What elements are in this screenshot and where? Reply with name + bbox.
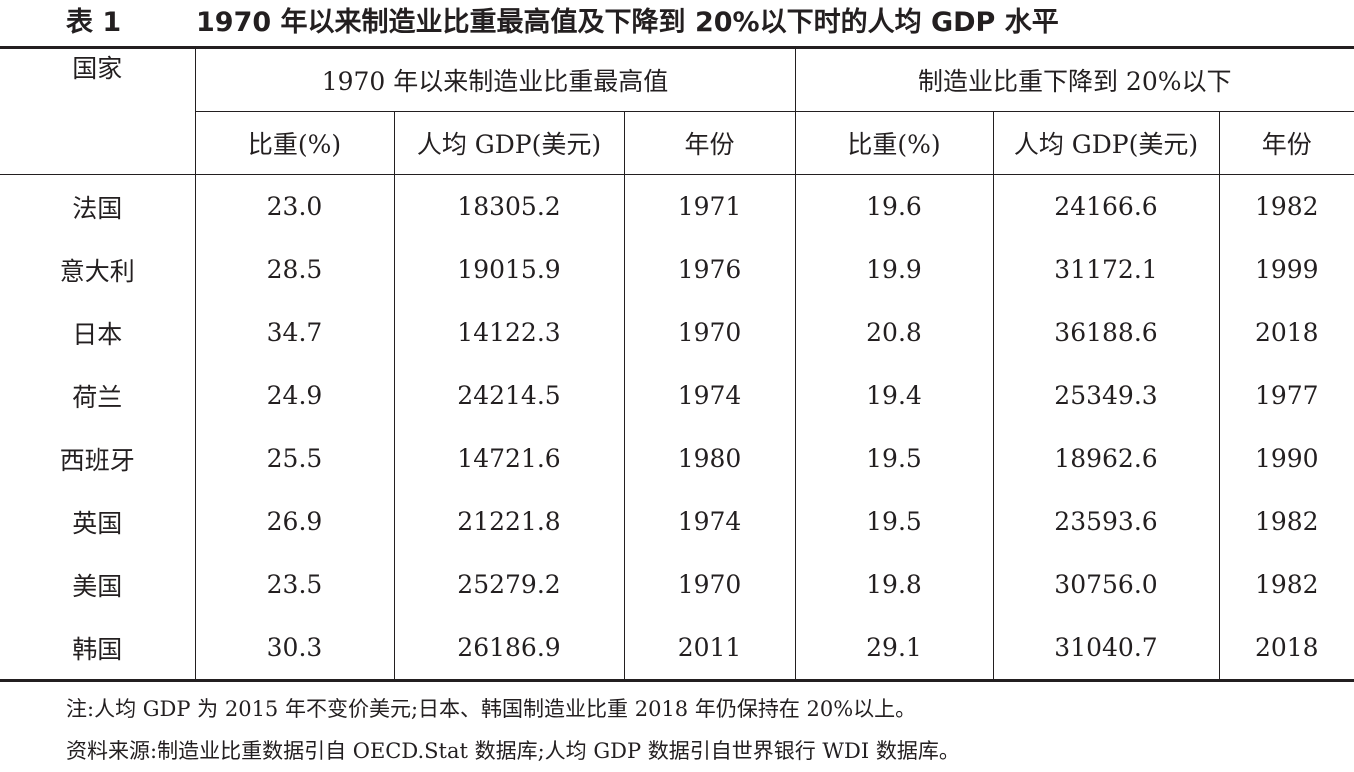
cell-below-share: 19.5 <box>795 427 994 490</box>
cell-peak-gdp: 24214.5 <box>394 364 625 427</box>
header-group-row: 国家 1970 年以来制造业比重最高值 制造业比重下降到 20%以下 <box>0 47 1354 175</box>
cell-below-gdp: 31040.7 <box>993 616 1220 681</box>
country-header: 国家 <box>0 47 196 175</box>
cell-below-year: 1982 <box>1254 507 1319 536</box>
cell-below-share: 19.8 <box>795 553 994 616</box>
cell-peak-share: 24.9 <box>195 364 395 427</box>
cell-below-share: 19.9 <box>795 238 994 301</box>
cell-below-year: 2018 <box>1254 633 1319 662</box>
table-title: 1970 年以来制造业比重最高值及下降到 20%以下时的人均 GDP 水平 <box>196 7 1059 38</box>
cell-peak-year: 1971 <box>624 174 796 238</box>
cell-peak-year: 1976 <box>624 238 796 301</box>
data-table: 国家 1970 年以来制造业比重最高值 制造业比重下降到 20%以下 比重(%)… <box>0 46 1354 682</box>
cell-below-year: 2018 <box>1254 318 1319 347</box>
cell-peak-share: 23.0 <box>195 174 395 238</box>
sub-header-below-year: 年份 <box>1219 111 1354 175</box>
cell-peak-year: 1980 <box>624 427 796 490</box>
cell-peak-share: 30.3 <box>195 616 395 681</box>
cell-peak-year: 2011 <box>624 616 796 681</box>
cell-below-gdp: 30756.0 <box>993 553 1220 616</box>
table-row: 意大利 28.5 19015.9 1976 19.9 31172.1 1999 <box>0 238 1354 301</box>
table-number: 表 1 <box>66 7 122 38</box>
cell-peak-year: 1974 <box>624 490 796 553</box>
cell-below-year: 1982 <box>1254 192 1319 221</box>
cell-below-gdp: 31172.1 <box>993 238 1220 301</box>
cell-country: 日本 <box>0 301 196 364</box>
table-caption: 表 1 1970 年以来制造业比重最高值及下降到 20%以下时的人均 GDP 水… <box>0 0 1354 46</box>
cell-peak-gdp: 18305.2 <box>394 174 625 238</box>
cell-country: 美国 <box>0 553 196 616</box>
cell-country: 韩国 <box>0 616 196 681</box>
cell-below-gdp: 36188.6 <box>993 301 1220 364</box>
cell-peak-gdp: 25279.2 <box>394 553 625 616</box>
cell-peak-share: 26.9 <box>195 490 395 553</box>
cell-peak-gdp: 14721.6 <box>394 427 625 490</box>
table-row: 日本 34.7 14122.3 1970 20.8 36188.6 2018 <box>0 301 1354 364</box>
cell-below-year: 1977 <box>1254 381 1319 410</box>
header-sub-row: 比重(%) 人均 GDP(美元) 年份 比重(%) 人均 GDP(美元) 年份 <box>0 111 1354 175</box>
cell-below-year: 1999 <box>1254 255 1319 284</box>
cell-below-year: 1982 <box>1254 570 1319 599</box>
cell-peak-gdp: 19015.9 <box>394 238 625 301</box>
cell-country: 英国 <box>0 490 196 553</box>
cell-below-gdp: 25349.3 <box>993 364 1220 427</box>
cell-below-share: 19.4 <box>795 364 994 427</box>
cell-peak-year: 1970 <box>624 553 796 616</box>
table-row: 英国 26.9 21221.8 1974 19.5 23593.6 1982 <box>0 490 1354 553</box>
cell-country: 西班牙 <box>0 427 196 490</box>
cell-country: 意大利 <box>0 238 196 301</box>
sub-header-peak-share: 比重(%) <box>195 111 395 175</box>
cell-below-gdp: 24166.6 <box>993 174 1220 238</box>
note-text: 注:人均 GDP 为 2015 年不变价美元;日本、韩国制造业比重 2018 年… <box>66 697 917 721</box>
cell-below-gdp: 18962.6 <box>993 427 1220 490</box>
sub-header-peak-gdp: 人均 GDP(美元) <box>394 111 625 175</box>
sub-header-below-gdp: 人均 GDP(美元) <box>993 111 1220 175</box>
table-row: 美国 23.5 25279.2 1970 19.8 30756.0 1982 <box>0 553 1354 616</box>
group-header-below: 制造业比重下降到 20%以下 <box>795 47 1354 112</box>
group-header-peak: 1970 年以来制造业比重最高值 <box>195 47 796 112</box>
cell-below-gdp: 23593.6 <box>993 490 1220 553</box>
cell-peak-gdp: 21221.8 <box>394 490 625 553</box>
cell-country: 荷兰 <box>0 364 196 427</box>
cell-peak-share: 28.5 <box>195 238 395 301</box>
source-text: 资料来源:制造业比重数据引自 OECD.Stat 数据库;人均 GDP 数据引自… <box>66 739 960 763</box>
cell-below-share: 29.1 <box>795 616 994 681</box>
cell-below-share: 20.8 <box>795 301 994 364</box>
cell-below-share: 19.5 <box>795 490 994 553</box>
cell-peak-year: 1974 <box>624 364 796 427</box>
cell-peak-share: 34.7 <box>195 301 395 364</box>
table-body: 法国 23.0 18305.2 1971 19.6 24166.6 1982 意大利 28.5 1… <box>0 174 1354 681</box>
table-row: 法国 23.0 18305.2 1971 19.6 24166.6 1982 <box>0 174 1354 238</box>
cell-peak-gdp: 14122.3 <box>394 301 625 364</box>
cell-peak-gdp: 26186.9 <box>394 616 625 681</box>
table-row: 韩国 30.3 26186.9 2011 29.1 31040.7 2018 <box>0 616 1354 681</box>
sub-header-below-share: 比重(%) <box>795 111 994 175</box>
cell-peak-year: 1970 <box>624 301 796 364</box>
cell-country: 法国 <box>0 174 196 238</box>
sub-header-peak-year: 年份 <box>624 111 796 175</box>
cell-below-year: 1990 <box>1254 444 1319 473</box>
table-notes: 注:人均 GDP 为 2015 年不变价美元;日本、韩国制造业比重 2018 年… <box>66 688 1346 772</box>
cell-below-share: 19.6 <box>795 174 994 238</box>
cell-peak-share: 25.5 <box>195 427 395 490</box>
cell-peak-share: 23.5 <box>195 553 395 616</box>
table-row: 西班牙 25.5 14721.6 1980 19.5 18962.6 1990 <box>0 427 1354 490</box>
table-row: 荷兰 24.9 24214.5 1974 19.4 25349.3 1977 <box>0 364 1354 427</box>
